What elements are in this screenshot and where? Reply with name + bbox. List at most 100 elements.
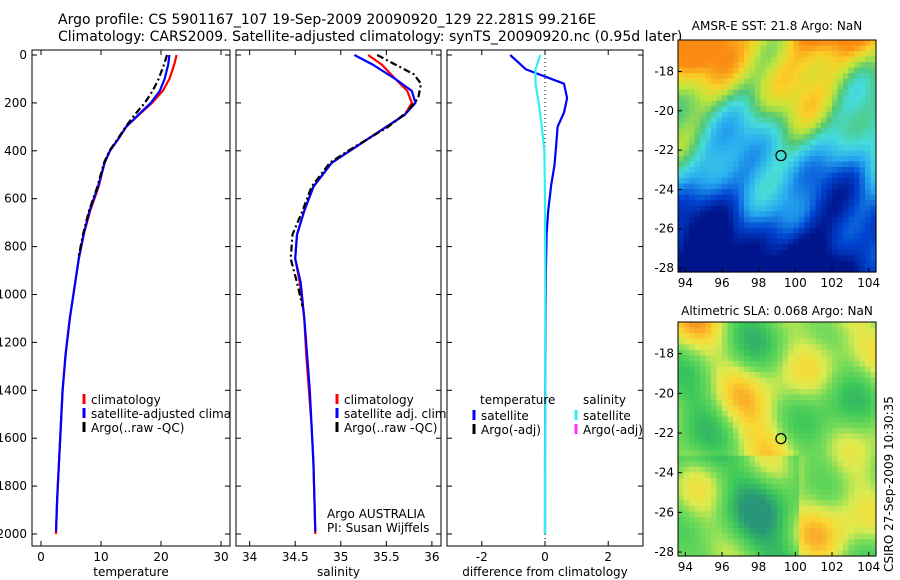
map-cell [705, 67, 712, 74]
map-cell [782, 400, 789, 407]
map-cell [738, 372, 745, 379]
map-cell [870, 144, 877, 152]
map-cell [711, 544, 718, 552]
map-cell [722, 211, 729, 218]
map-cell [865, 133, 872, 141]
map-cell [848, 411, 855, 418]
map-cell [843, 383, 850, 390]
map-cell [766, 383, 773, 390]
map-cell [826, 522, 833, 529]
map-cell [788, 111, 795, 118]
map-cell [711, 45, 718, 52]
map-cell [727, 117, 734, 124]
map-cell [848, 205, 855, 212]
map-cell [788, 500, 795, 507]
map-cell [760, 266, 767, 273]
map-cell [727, 106, 734, 113]
map-cell [865, 255, 872, 262]
map-cell [733, 444, 740, 451]
map-cell [678, 439, 685, 446]
map-cell [788, 344, 795, 351]
map-cell [678, 200, 685, 207]
map-cell [771, 533, 778, 540]
map-cell [727, 45, 734, 52]
map-cell [854, 156, 861, 163]
map-cell [683, 444, 690, 451]
map-cell [848, 478, 855, 485]
map-cell [782, 349, 789, 357]
map-cell [859, 128, 866, 135]
map-cell [799, 178, 806, 185]
map-cell [793, 255, 800, 262]
map-cell [760, 466, 767, 474]
map-cell [694, 78, 701, 85]
map-cell [793, 383, 800, 390]
map-cell [727, 84, 734, 91]
map-cell [843, 355, 850, 362]
map-cell [832, 344, 839, 351]
map-cell [810, 227, 817, 234]
map-cell [826, 377, 833, 384]
map-cell [760, 361, 767, 368]
map-cell [788, 189, 795, 196]
map-cell [815, 67, 822, 74]
map-cell [727, 161, 734, 168]
map-cell [843, 128, 850, 135]
map-cell [727, 544, 734, 552]
map-cell [727, 150, 734, 157]
map-cell [793, 533, 800, 540]
map-cell [727, 249, 734, 257]
map-cell [821, 439, 828, 446]
map-cell [678, 78, 685, 85]
map-cell [793, 483, 800, 490]
map-cell [782, 222, 789, 229]
map-cell [744, 394, 751, 401]
map-cell [705, 194, 712, 201]
map-cell [804, 344, 811, 351]
map-cell [854, 266, 861, 273]
map-cell [815, 62, 822, 69]
map-cell [865, 200, 872, 207]
map-cell [848, 161, 855, 168]
map-cell [843, 505, 850, 513]
map-cell [766, 533, 773, 540]
map-cell [859, 505, 866, 513]
map-cell [859, 216, 866, 223]
map-cell [694, 139, 701, 146]
map-cell [766, 400, 773, 407]
map-cell [755, 211, 762, 218]
map-cell [815, 178, 822, 185]
map-cell [689, 73, 696, 80]
map-cell [793, 472, 800, 479]
map-cell [870, 205, 877, 212]
map-cell [799, 260, 806, 268]
y-tick-label: -26 [654, 505, 674, 519]
map-cell [843, 338, 850, 345]
map-cell [694, 45, 701, 52]
map-cell [859, 517, 866, 524]
map-cell [744, 67, 751, 74]
map-cell [854, 333, 861, 340]
map-cell [727, 56, 734, 63]
map-cell [705, 172, 712, 179]
map-cell [683, 544, 690, 552]
map-cell [738, 322, 745, 329]
map-cell [793, 205, 800, 212]
map-cell [694, 233, 701, 240]
map-cell [821, 327, 828, 334]
map-cell [744, 150, 751, 157]
x-tick-label: 94 [678, 560, 693, 574]
map-cell [689, 544, 696, 552]
map-cell [821, 233, 828, 240]
map-cell [722, 111, 729, 118]
map-cell [749, 517, 756, 524]
map-cell [700, 533, 707, 540]
map-cell [705, 405, 712, 412]
map-cell [722, 144, 729, 152]
map-cell [799, 383, 806, 390]
map-cell [678, 150, 685, 157]
map-cell [810, 338, 817, 345]
map-cell [771, 388, 778, 396]
map-cell [738, 349, 745, 357]
map-cell [870, 411, 877, 418]
